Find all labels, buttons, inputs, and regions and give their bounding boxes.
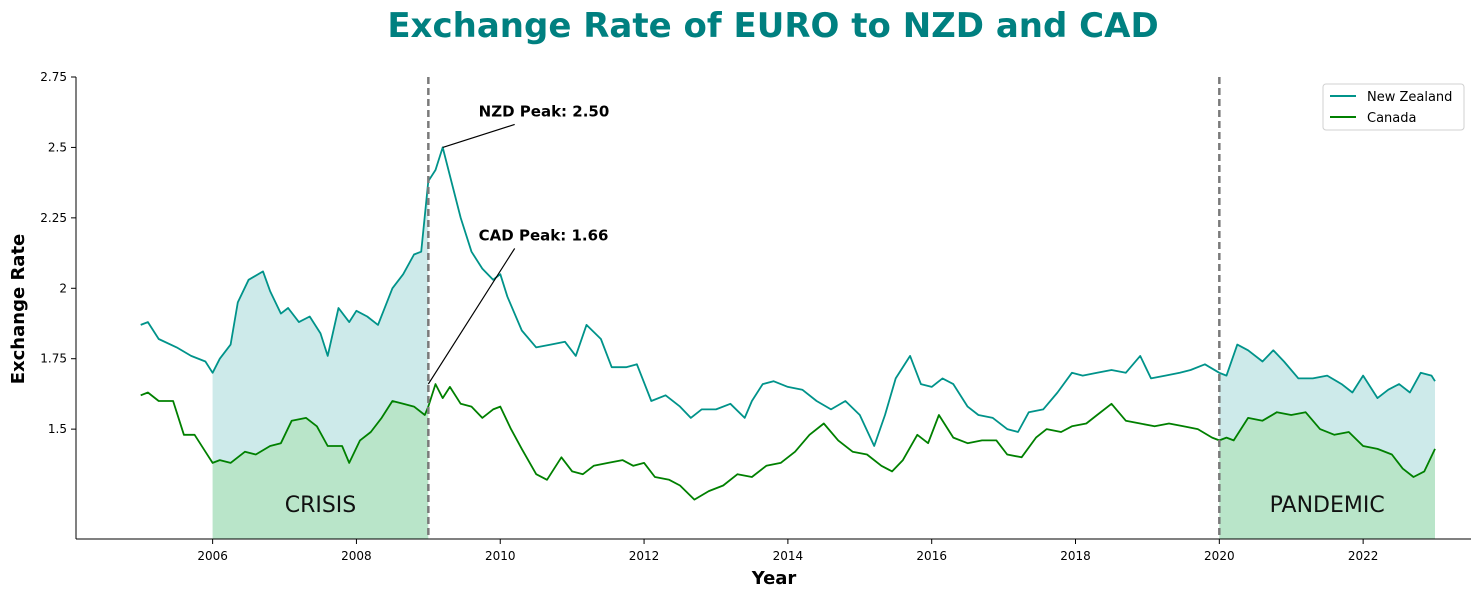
y-tick-label: 1.5 [48, 422, 67, 436]
fill-nz-region-2 [1219, 344, 1435, 477]
chart-title: Exchange Rate of EURO to NZD and CAD [387, 6, 1158, 46]
x-tick-label: 2020 [1204, 549, 1235, 563]
y-tick-label: 2.25 [40, 211, 67, 225]
fill-cad-region-1 [212, 401, 429, 539]
annotation-label-1: NZD Peak: 2.50 [479, 102, 610, 120]
x-tick-label: 2014 [773, 549, 804, 563]
legend-label-new-zealand: New Zealand [1367, 90, 1452, 105]
series-lines [140, 146, 1436, 501]
x-tick-label: 2008 [341, 549, 372, 563]
annotation-arrow-1 [442, 123, 515, 148]
x-ticks: 2006 2008 2010 2012 2014 2016 2018 2020 2022 [197, 539, 1378, 563]
x-tick-label: 2016 [916, 549, 947, 563]
y-tick-label: 1.75 [40, 352, 67, 366]
x-axis-title: Year [751, 568, 797, 589]
x-tick-label: 2012 [629, 549, 660, 563]
annotations: NZD Peak: 2.50 CAD Peak: 1.66 [427, 102, 610, 385]
fill-cad-region-2 [1219, 412, 1435, 539]
legend: New Zealand Canada [1322, 83, 1465, 131]
legend-label-canada: Canada [1367, 111, 1416, 126]
fill-areas [212, 181, 1435, 539]
y-tick-label: 2.5 [48, 140, 67, 154]
x-tick-label: 2018 [1060, 549, 1091, 563]
vertical-lines [427, 77, 1221, 539]
fill-nz-region-1 [212, 181, 429, 463]
y-ticks: 1.5 1.75 2 2.25 2.5 2.75 [40, 70, 76, 436]
annotation-arrow-2 [427, 248, 516, 385]
x-tick-label: 2022 [1348, 549, 1379, 563]
x-tick-label: 2010 [485, 549, 516, 563]
y-tick-label: 2.75 [40, 70, 67, 84]
region-label-pandemic: PANDEMIC [1270, 493, 1385, 518]
y-axis-title: Exchange Rate [8, 234, 29, 385]
series-line-canada [140, 383, 1436, 501]
x-tick-label: 2006 [197, 549, 228, 563]
y-tick-label: 2 [59, 281, 67, 295]
annotation-label-2: CAD Peak: 1.66 [479, 226, 609, 244]
region-labels: CRISIS PANDEMIC [285, 493, 1385, 518]
series-line-new-zealand [140, 146, 1436, 447]
region-label-crisis: CRISIS [285, 493, 357, 518]
legend-box [1322, 83, 1465, 131]
axes [75, 77, 1471, 540]
